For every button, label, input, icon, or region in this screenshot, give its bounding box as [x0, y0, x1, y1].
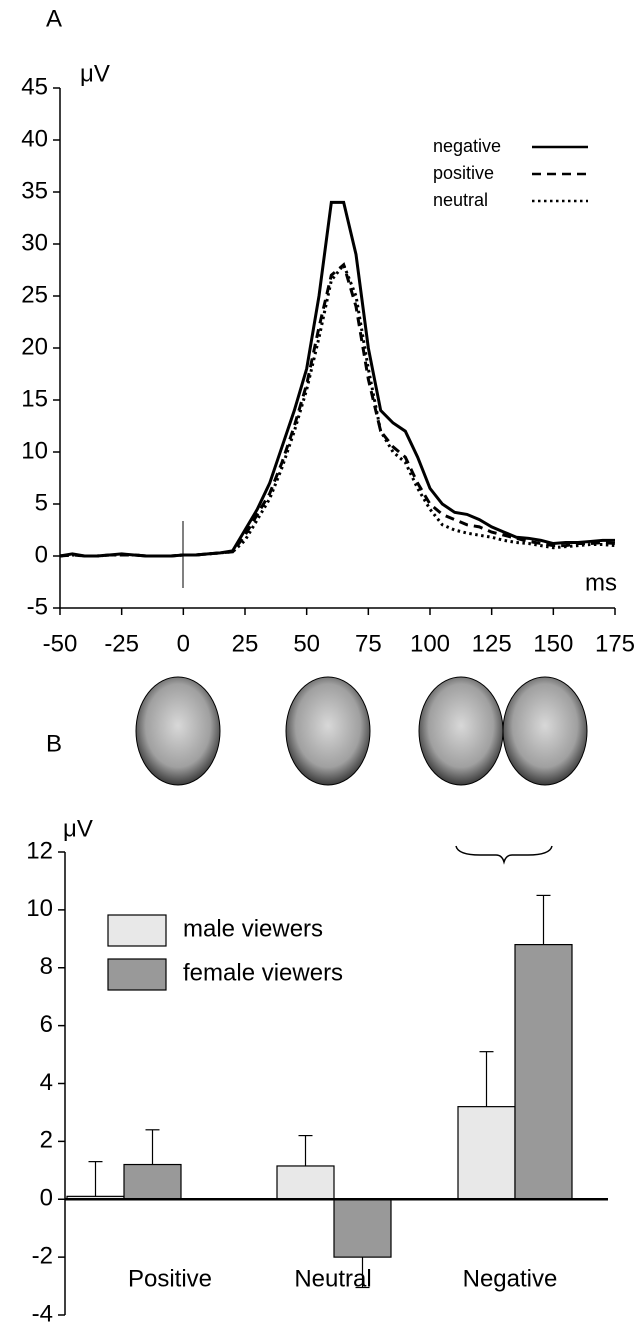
x-tick-label: Positive [128, 1265, 212, 1292]
y-tick-label: 40 [21, 125, 48, 152]
y-tick-label: 35 [21, 177, 48, 204]
legend-label: female viewers [183, 959, 343, 986]
legend-swatch [107, 914, 167, 947]
x-tick-label: 125 [472, 630, 512, 657]
y-tick-label: 0 [40, 1185, 53, 1212]
face-negative-2 [502, 676, 588, 786]
series-line [59, 261, 616, 558]
y-tick-label: 6 [40, 1011, 53, 1038]
y-tick-label: 12 [26, 837, 53, 864]
y-tick-label: 30 [21, 229, 48, 256]
x-tick-label: Neutral [294, 1265, 371, 1292]
y-axis-label: μV [80, 60, 110, 87]
x-axis-label: ms [585, 569, 617, 596]
legend-label: negative [433, 136, 501, 156]
bracket [455, 845, 553, 865]
face-images [135, 676, 588, 865]
bar [514, 943, 573, 1200]
bar [457, 1106, 516, 1200]
face-neutral [285, 676, 371, 786]
x-tick-label: 175 [595, 630, 635, 657]
bar [276, 1165, 335, 1200]
y-tick-label: 20 [21, 333, 48, 360]
y-tick-label: 8 [40, 953, 53, 980]
y-tick-label: 15 [21, 385, 48, 412]
y-tick-label: 5 [35, 489, 48, 516]
y-tick-label: 25 [21, 281, 48, 308]
legend-label: male viewers [183, 915, 323, 942]
y-tick-label: -5 [27, 593, 48, 620]
bar [123, 1163, 182, 1200]
face-positive [135, 676, 221, 786]
y-axis-label: μV [63, 815, 93, 842]
y-tick-label: 2 [40, 1127, 53, 1154]
panel-label: A [46, 5, 62, 32]
y-tick-label: 10 [26, 895, 53, 922]
x-tick-label: 50 [293, 630, 320, 657]
y-tick-label: 4 [40, 1069, 53, 1096]
legend-label: positive [433, 163, 494, 183]
x-tick-label: 100 [410, 630, 450, 657]
y-tick-label: -4 [32, 1300, 53, 1327]
series-line [59, 262, 616, 558]
x-tick-label: -25 [104, 630, 139, 657]
series-line [59, 200, 615, 558]
legend-swatch [107, 958, 167, 991]
x-tick-label: Negative [463, 1265, 558, 1292]
bar [333, 1198, 392, 1258]
face-negative-1 [418, 676, 504, 786]
x-tick-label: 0 [177, 630, 190, 657]
x-tick-label: 75 [355, 630, 382, 657]
x-tick-label: 150 [533, 630, 573, 657]
legend-label: neutral [433, 190, 488, 210]
y-tick-label: 45 [21, 73, 48, 100]
y-tick-label: 0 [35, 541, 48, 568]
x-tick-label: -50 [43, 630, 78, 657]
panel-label: B [46, 730, 62, 757]
x-tick-label: 25 [232, 630, 259, 657]
y-tick-label: -2 [32, 1242, 53, 1269]
y-tick-label: 10 [21, 437, 48, 464]
